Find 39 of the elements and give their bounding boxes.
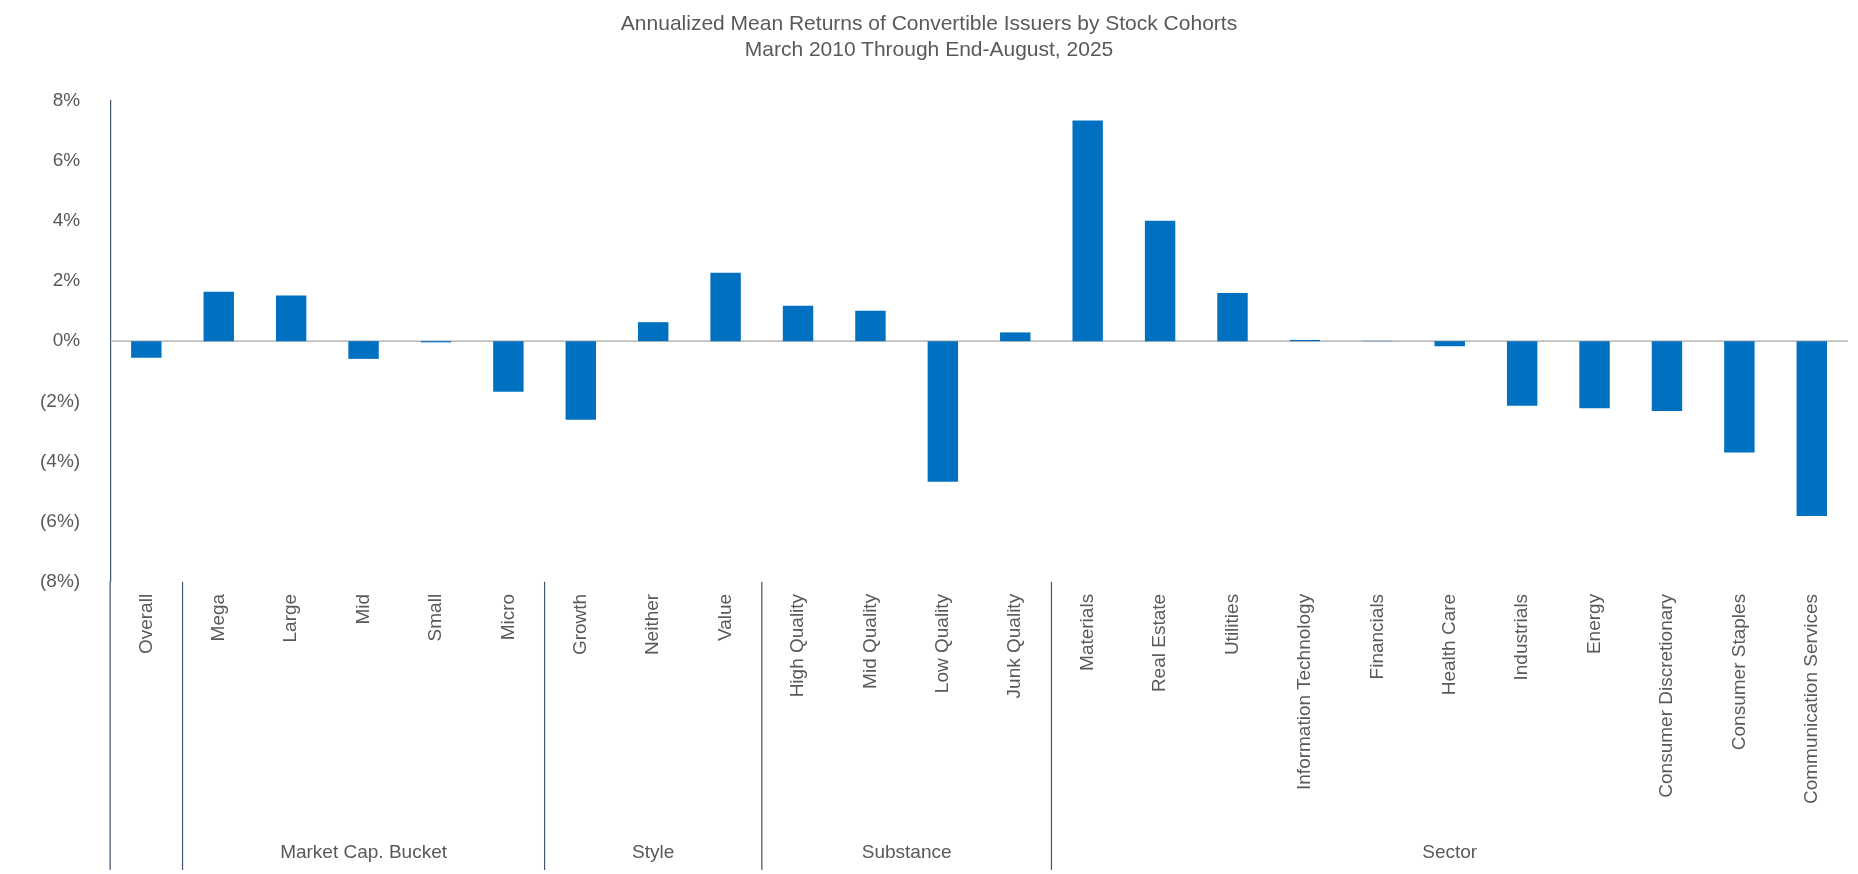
chart-subtitle: March 2010 Through End-August, 2025 — [744, 36, 1114, 60]
x-tick-label: Materials — [1075, 593, 1097, 671]
x-tick-label: Financials — [1365, 593, 1387, 680]
x-tick-label: Energy — [1582, 593, 1604, 655]
x-tick-label: Utilities — [1220, 593, 1242, 656]
x-tick-label: Large — [279, 593, 301, 643]
chart-title: Annualized Mean Returns of Convertible Issuers by Stock Cohorts — [620, 11, 1238, 35]
x-tick-label: Low Quality — [931, 593, 953, 694]
x-tick-label: Industrials — [1510, 593, 1532, 681]
y-tick-label: (2%) — [39, 389, 81, 411]
x-tick-label: Value — [713, 593, 735, 642]
x-tick-label: Mega — [206, 593, 228, 642]
x-tick-label: Health Care — [1437, 593, 1459, 696]
y-tick-label: 2% — [52, 269, 81, 291]
x-tick-label: Neither — [641, 593, 663, 656]
text: Style — [632, 840, 675, 862]
text: Sector — [1422, 840, 1478, 862]
y-tick-label: 8% — [52, 88, 81, 110]
x-tick-label: Real Estate — [1148, 593, 1170, 693]
x-tick-label: Overall — [134, 593, 156, 655]
x-tick-label: Small — [424, 593, 446, 642]
x-tick-label: Growth — [569, 593, 591, 656]
y-tick-label: (4%) — [39, 449, 81, 471]
x-tick-label: Information Technology — [1293, 593, 1315, 790]
y-tick-label: 6% — [52, 148, 81, 170]
x-tick-label: Communication Services — [1800, 593, 1822, 805]
y-tick-label: 0% — [52, 329, 81, 351]
y-tick-label: (8%) — [39, 570, 81, 592]
x-tick-label: Consumer Discretionary — [1655, 593, 1677, 798]
x-tick-label: High Quality — [786, 593, 808, 698]
x-tick-label: Micro — [496, 593, 518, 641]
x-tick-label: Mid — [351, 593, 373, 625]
x-tick-label: Consumer Staples — [1727, 593, 1749, 751]
x-tick-label: Mid Quality — [858, 593, 880, 689]
y-tick-label: (6%) — [39, 509, 81, 531]
text: Substance — [861, 840, 952, 862]
text: Market Cap. Bucket — [280, 840, 448, 862]
y-tick-label: 4% — [52, 209, 81, 230]
x-tick-label: Junk Quality — [1003, 593, 1025, 699]
